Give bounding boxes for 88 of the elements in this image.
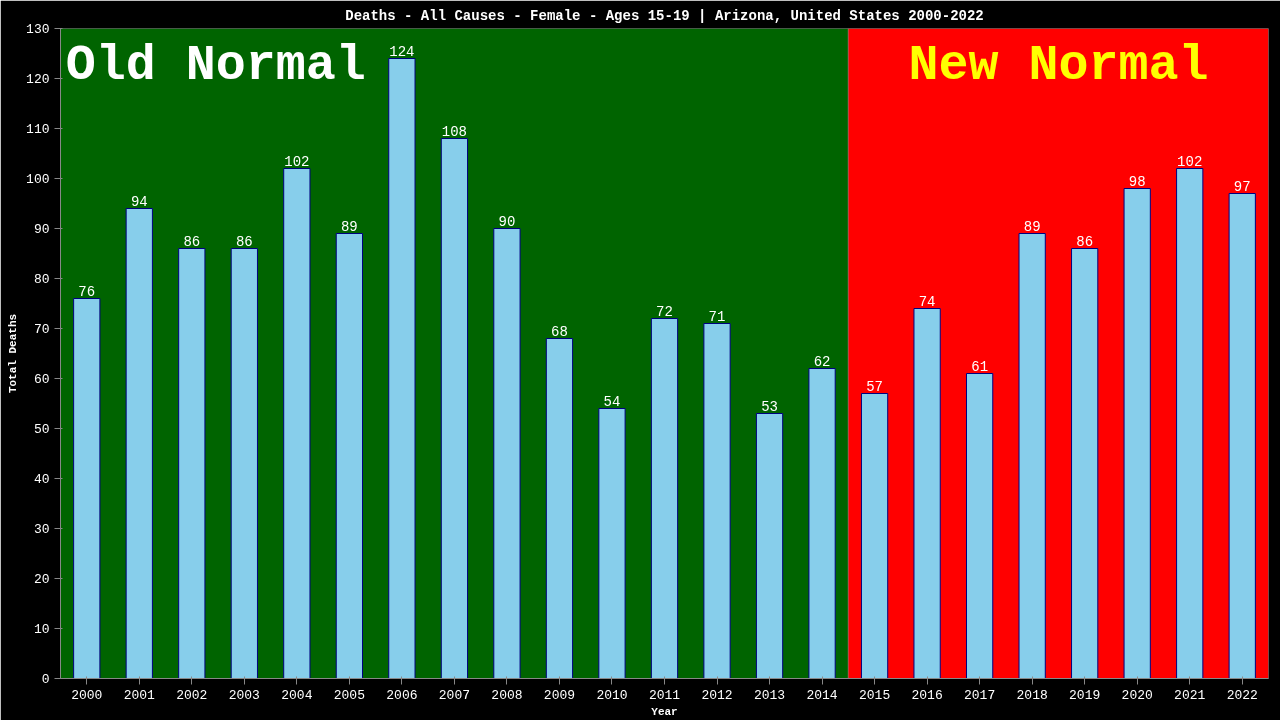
data-label: 62 <box>813 353 831 370</box>
bar <box>1018 233 1046 679</box>
bar <box>1176 168 1204 679</box>
x-tick-label: 2003 <box>228 687 260 703</box>
bar <box>650 318 679 679</box>
bar <box>1228 193 1256 679</box>
bar <box>230 248 258 679</box>
bar <box>808 368 836 679</box>
x-tick-label: 2014 <box>806 687 838 703</box>
bar <box>493 228 521 679</box>
y-axis-title: Total Deaths <box>7 313 20 394</box>
bar <box>860 393 889 679</box>
x-tick-label: 2000 <box>71 687 103 703</box>
x-tick-label: 2002 <box>176 687 208 703</box>
bar <box>335 233 363 679</box>
y-tick-label: 30 <box>33 522 50 537</box>
data-label: 57 <box>866 378 883 395</box>
data-label: 53 <box>761 398 778 415</box>
bar <box>755 413 784 679</box>
x-tick-label: 2004 <box>281 687 313 703</box>
x-tick-label: 2015 <box>858 687 891 703</box>
y-tick-label: 20 <box>33 572 50 587</box>
x-tick-label: 2019 <box>1069 687 1101 703</box>
x-tick-label: 2013 <box>753 687 786 703</box>
data-label: 74 <box>918 293 936 310</box>
band-label: New Normal <box>908 36 1209 94</box>
data-label: 124 <box>389 43 415 60</box>
y-tick-label: 120 <box>26 72 50 87</box>
data-label: 71 <box>708 308 726 325</box>
bar <box>1123 188 1151 679</box>
x-tick-label: 2012 <box>701 687 733 703</box>
y-tick-label: 110 <box>26 122 50 137</box>
data-label: 54 <box>603 393 621 410</box>
y-tick-label: 100 <box>26 172 50 187</box>
data-label: 89 <box>340 218 358 235</box>
bar <box>545 338 574 679</box>
x-axis-title: Year <box>651 705 678 718</box>
y-tick-label: 130 <box>26 22 50 37</box>
data-label: 94 <box>130 193 148 210</box>
data-label: 61 <box>971 358 989 375</box>
y-tick-label: 60 <box>33 372 50 387</box>
band-label: Old Normal <box>65 36 366 94</box>
data-label: 90 <box>498 213 516 230</box>
data-label: 68 <box>551 323 568 340</box>
y-tick-label: 80 <box>33 272 50 287</box>
x-tick-label: 2011 <box>648 687 681 703</box>
data-label: 108 <box>441 123 468 140</box>
x-tick-label: 2020 <box>1121 687 1153 703</box>
data-label: 89 <box>1023 218 1041 235</box>
data-label: 102 <box>1177 153 1203 170</box>
bar <box>73 298 101 679</box>
x-tick-label: 2001 <box>123 687 156 703</box>
x-tick-label: 2017 <box>964 687 996 703</box>
data-label: 97 <box>1233 178 1251 195</box>
bar <box>125 208 153 679</box>
bar <box>913 308 941 679</box>
y-tick-label: 70 <box>33 322 50 337</box>
x-tick-label: 2009 <box>543 687 576 703</box>
data-label: 86 <box>183 233 201 250</box>
bar <box>440 138 469 679</box>
y-tick-label: 40 <box>33 472 50 487</box>
chart-title: Deaths - All Causes - Female - Ages 15-19 | Arizona, United States 2000-2022 <box>345 7 984 24</box>
bar <box>388 58 416 679</box>
x-tick-label: 2006 <box>386 687 418 703</box>
data-label: 102 <box>284 153 310 170</box>
x-tick-label: 2007 <box>438 687 471 703</box>
bar <box>1071 248 1099 679</box>
y-tick-label: 50 <box>33 422 50 437</box>
x-tick-label: 2016 <box>911 687 943 703</box>
bar <box>703 323 731 679</box>
data-label: 72 <box>656 303 673 320</box>
bar <box>966 373 994 679</box>
bar <box>598 408 626 679</box>
y-tick-label: 90 <box>33 222 50 237</box>
bar <box>283 168 311 679</box>
x-tick-label: 2018 <box>1016 687 1048 703</box>
x-tick-label: 2021 <box>1174 687 1206 703</box>
x-tick-label: 2005 <box>333 687 365 703</box>
y-tick-label: 0 <box>41 672 50 687</box>
y-tick-label: 10 <box>33 622 50 637</box>
data-label: 86 <box>235 233 253 250</box>
data-label: 98 <box>1128 173 1146 190</box>
data-label: 76 <box>78 283 96 300</box>
x-tick-label: 2022 <box>1226 687 1258 703</box>
x-tick-label: 2010 <box>596 687 628 703</box>
x-tick-label: 2008 <box>491 687 523 703</box>
bar <box>178 248 206 679</box>
data-label: 86 <box>1076 233 1094 250</box>
